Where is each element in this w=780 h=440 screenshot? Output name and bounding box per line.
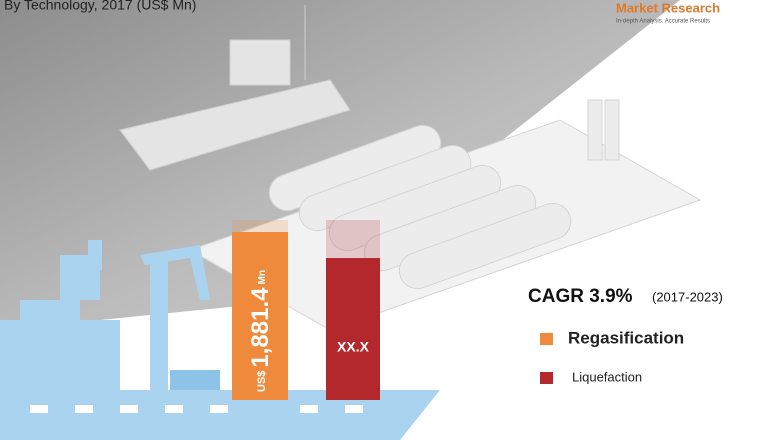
legend-swatch [540, 333, 553, 345]
bar [232, 232, 288, 400]
legend-swatch [540, 372, 553, 384]
tagline: In-depth Analysis. Accurate Results [616, 19, 710, 25]
unit-suffix: Mn [257, 270, 268, 284]
brand: Market Research [616, 0, 720, 15]
cagr: CAGR 3.9% [528, 286, 633, 307]
bar-value-label: 1,881.4 [247, 287, 274, 368]
bar-value-label: XX.X [337, 339, 370, 355]
bar-cap [232, 220, 288, 232]
unit-prefix: US$ [256, 371, 268, 392]
bar-cap [326, 220, 380, 259]
ship-silhouette [0, 240, 440, 440]
legend-label: Liquefaction [572, 369, 642, 384]
bar-label: US$ 1,881.4 Mn [247, 270, 274, 392]
subtitle: By Technology, 2017 (US$ Mn) [4, 0, 196, 13]
legend-label: Regasification [568, 328, 684, 347]
bar [326, 258, 380, 400]
ship-illustration [119, 5, 351, 171]
lng-terminal [188, 99, 702, 331]
cagr-period: (2017-2023) [652, 289, 723, 304]
